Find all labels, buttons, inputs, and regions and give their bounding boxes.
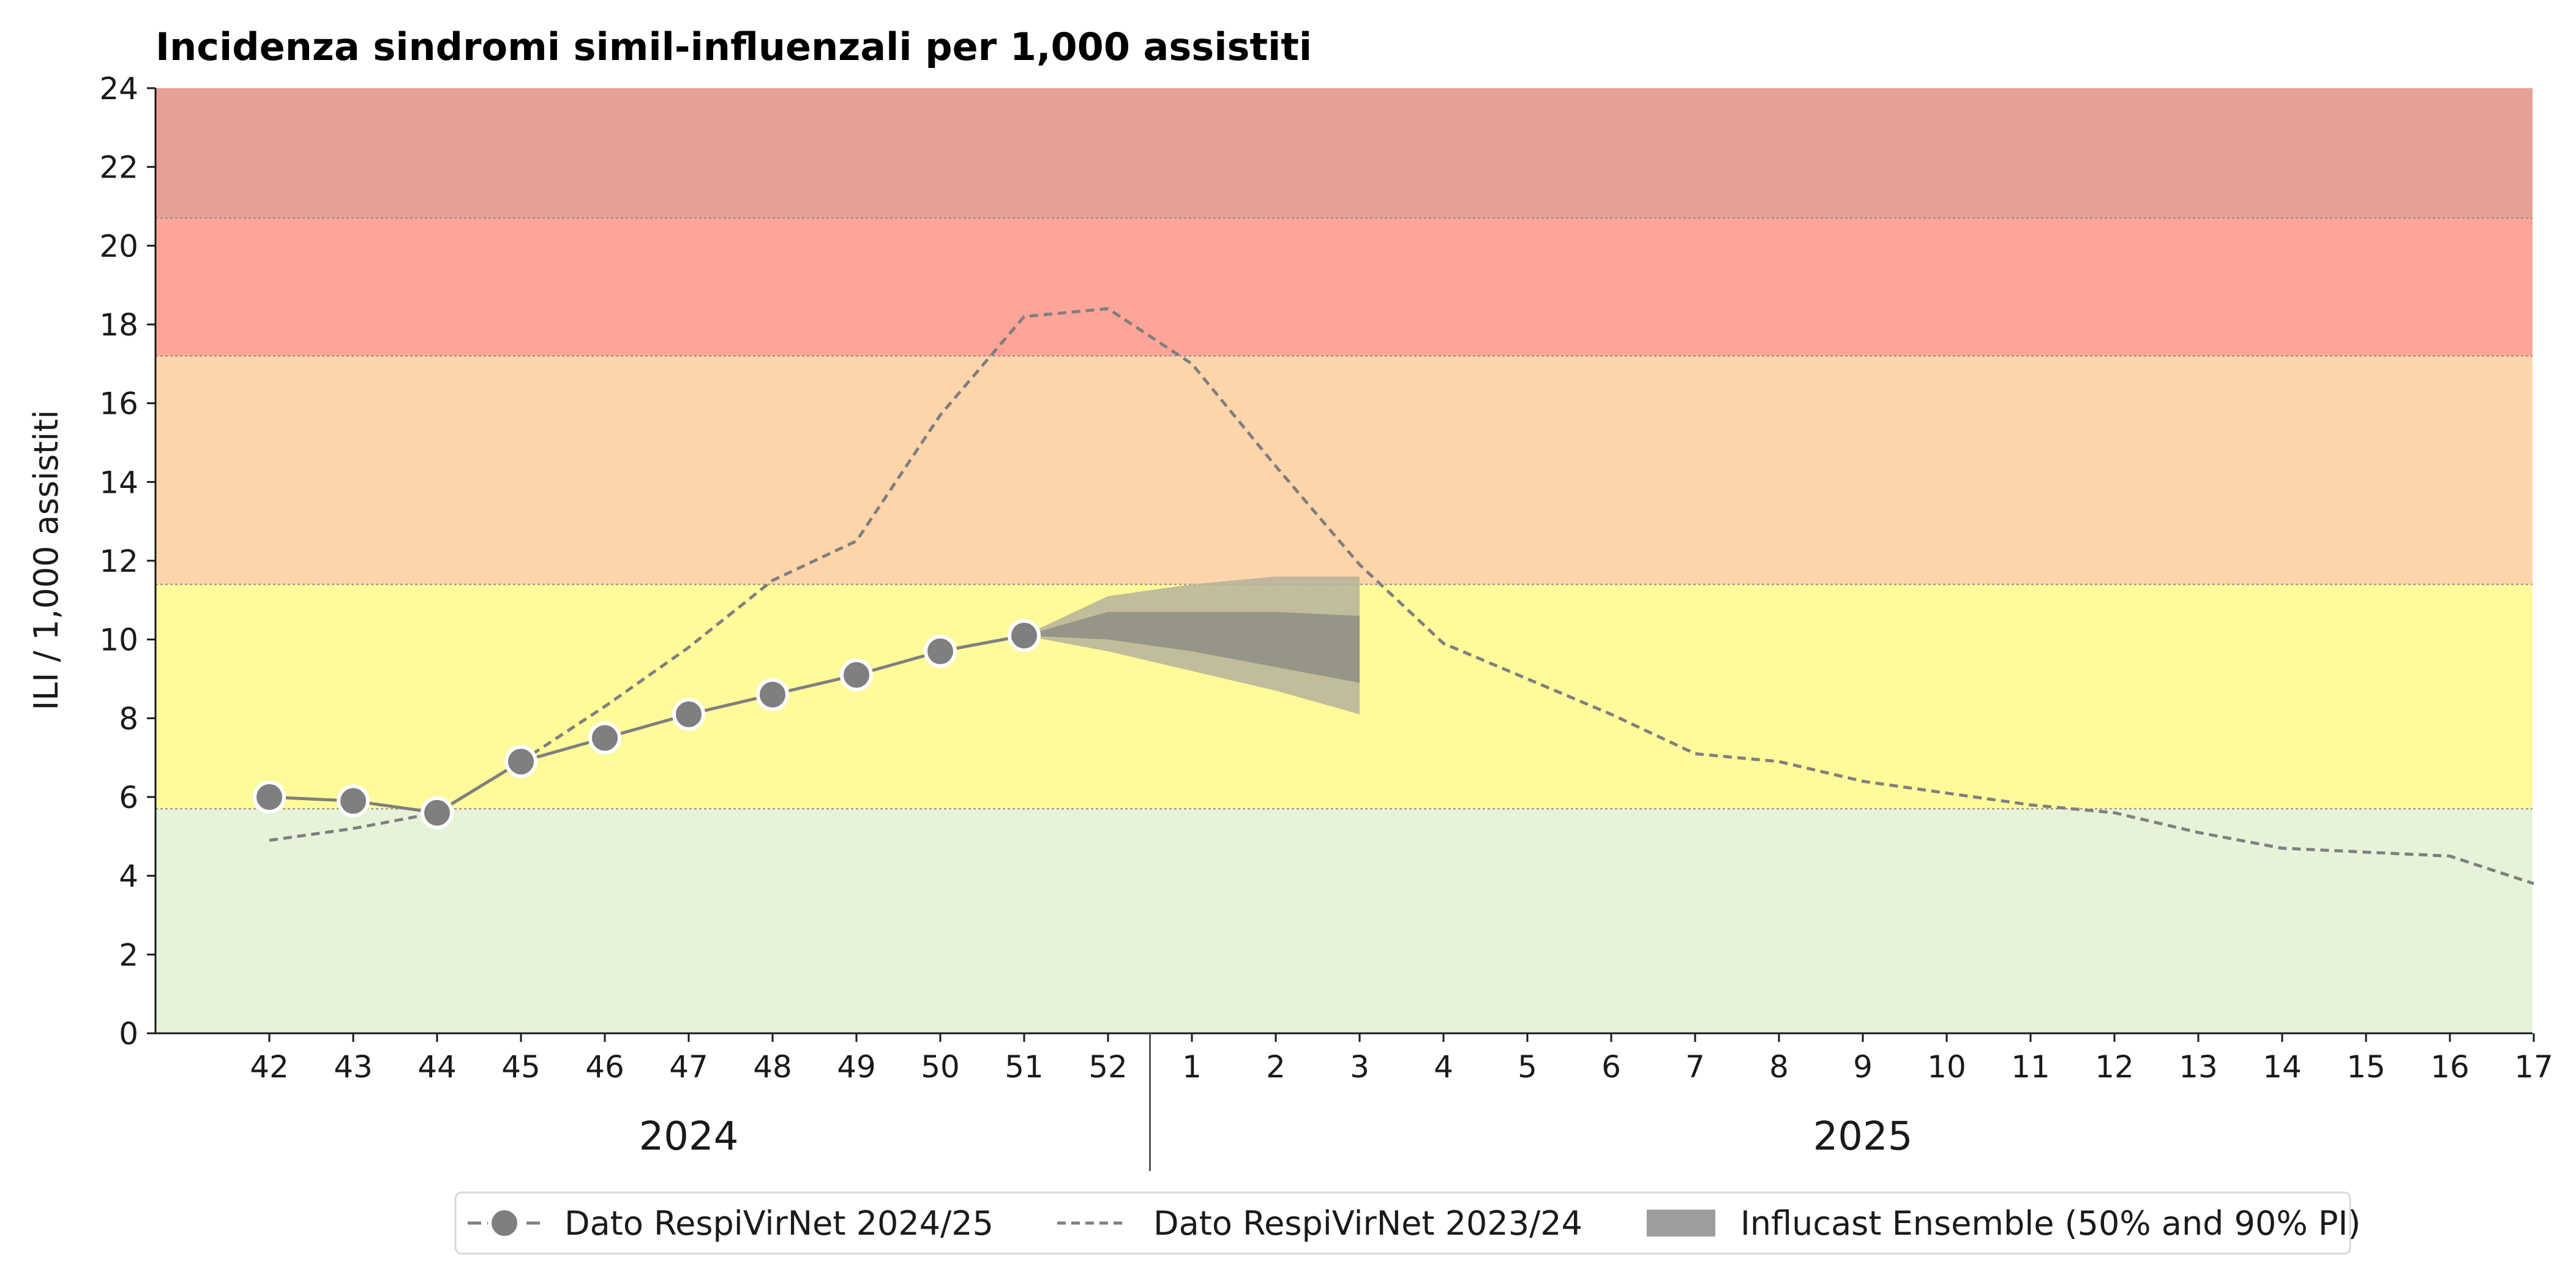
x-tick-label: 1 [1182, 1049, 1202, 1085]
forecast-50pi-band [1024, 612, 1360, 683]
x-tick-label: 12 [2095, 1049, 2134, 1085]
x-tick-label: 16 [2430, 1049, 2469, 1085]
y-tick-label: 14 [99, 465, 138, 500]
series-2024-25-point [253, 780, 286, 814]
x-tick-label: 50 [921, 1049, 960, 1085]
x-tick-label: 47 [669, 1049, 708, 1085]
x-tick-label: 42 [250, 1049, 289, 1085]
y-tick-label: 12 [99, 544, 138, 579]
x-tick-label: 43 [334, 1049, 373, 1085]
x-tick-label: 13 [2179, 1049, 2218, 1085]
y-tick-label: 4 [119, 859, 138, 894]
x-tick-label: 3 [1350, 1049, 1369, 1085]
y-tick-label: 6 [119, 780, 138, 815]
legend-swatch-2024-25-marker [488, 1207, 521, 1240]
intensity-band [155, 218, 2533, 356]
y-tick-label: 10 [99, 623, 138, 658]
y-axis-label: ILI / 1,000 assistiti [27, 410, 66, 710]
series-2024-25-point [672, 697, 705, 731]
year-label: 2024 [639, 1114, 739, 1159]
y-tick-label: 2 [119, 937, 138, 973]
x-tick-label: 9 [1853, 1049, 1873, 1085]
x-tick-label: 4 [1434, 1049, 1453, 1085]
series-2024-25-point [756, 678, 789, 711]
legend-label-forecast: Influcast Ensemble (50% and 90% PI) [1740, 1204, 2361, 1243]
series-2024-25-point [421, 796, 454, 829]
x-tick-label: 49 [837, 1049, 876, 1085]
x-tick-label: 44 [417, 1049, 457, 1085]
x-tick-label: 14 [2263, 1049, 2302, 1085]
series-2023-24-line [269, 307, 2534, 885]
x-tick-label: 10 [1927, 1049, 1966, 1085]
series-2024-25-point [337, 784, 370, 818]
series-2024-25-point [840, 658, 873, 692]
y-tick-label: 18 [99, 307, 138, 343]
x-tick-label: 11 [2011, 1049, 2050, 1085]
series-2024-25-line [269, 634, 1025, 815]
year-label: 2025 [1813, 1114, 1913, 1159]
x-tick-label: 2 [1266, 1049, 1286, 1085]
legend-swatch-forecast [1647, 1210, 1715, 1237]
y-tick-label: 8 [119, 701, 138, 736]
series-2024-25-point [504, 745, 537, 779]
x-tick-label: 6 [1601, 1049, 1621, 1085]
series-2024-25-point [1008, 619, 1041, 653]
y-tick-label: 0 [119, 1016, 138, 1052]
series-layer [253, 307, 2534, 885]
x-tick-label: 51 [1005, 1049, 1044, 1085]
intensity-band [155, 88, 2533, 219]
legend-label-2023-24: Dato RespiVirNet 2023/24 [1153, 1204, 1582, 1243]
y-tick-label: 22 [99, 150, 138, 185]
chart-title: Incidenza sindromi simil-influenzali per… [155, 24, 1312, 69]
y-tick-label: 24 [99, 71, 138, 107]
x-tick-label: 8 [1769, 1049, 1789, 1085]
legend: Dato RespiVirNet 2024/25 Dato RespiVirNet… [454, 1191, 2361, 1255]
intensity-bands-layer [155, 88, 2533, 1033]
x-tick-label: 46 [585, 1049, 624, 1085]
x-tick-label: 5 [1518, 1049, 1537, 1085]
legend-label-2024-25: Dato RespiVirNet 2024/25 [564, 1204, 994, 1243]
series-2024-25-point [924, 634, 957, 668]
x-tick-label: 52 [1088, 1049, 1128, 1085]
x-tick-label: 7 [1685, 1049, 1705, 1085]
y-tick-label: 16 [99, 386, 138, 422]
intensity-band [155, 809, 2533, 1033]
x-tick-label: 17 [2514, 1049, 2553, 1085]
intensity-band [155, 356, 2533, 585]
x-tick-label: 15 [2346, 1049, 2386, 1085]
legend-frame [454, 1191, 2351, 1255]
series-2024-25-point [588, 721, 621, 755]
x-tick-label: 48 [753, 1049, 792, 1085]
forecast-bands-layer [1024, 576, 1360, 714]
x-tick-label: 45 [501, 1049, 541, 1085]
y-tick-label: 20 [99, 228, 138, 264]
